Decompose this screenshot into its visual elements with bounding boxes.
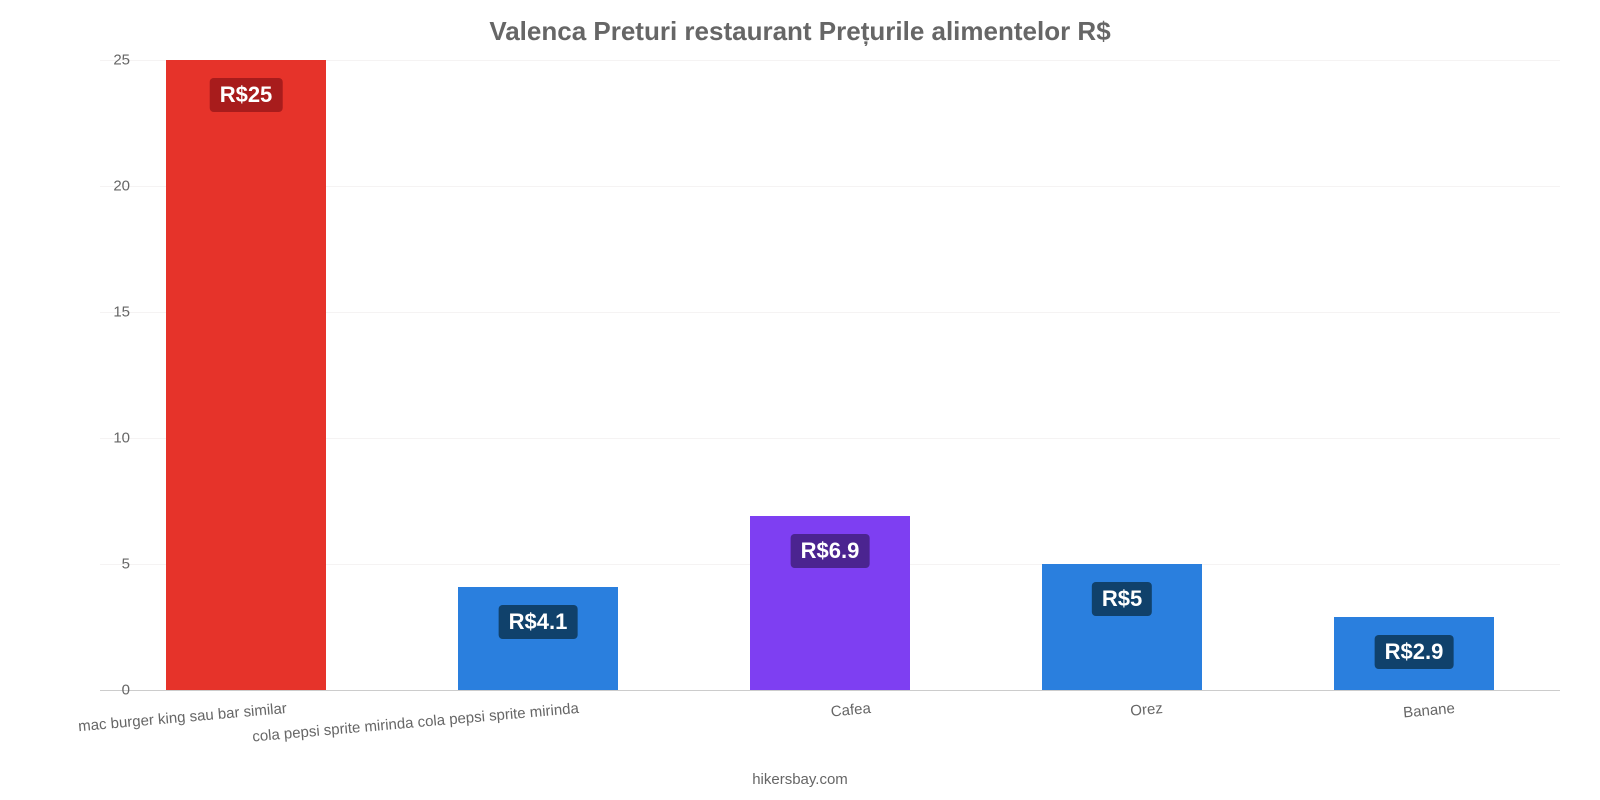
y-tick-label: 10 [50,430,130,447]
price-bar-chart: Valenca Preturi restaurant Prețurile ali… [0,0,1600,800]
value-badge: R$5 [1092,582,1152,616]
y-tick-label: 20 [50,178,130,195]
credit-text: hikersbay.com [0,771,1600,788]
bar [166,60,327,690]
value-badge: R$25 [210,78,283,112]
y-tick-label: 0 [50,682,130,699]
y-tick-label: 15 [50,304,130,321]
value-badge: R$6.9 [791,534,870,568]
y-tick-label: 25 [50,52,130,69]
chart-title: Valenca Preturi restaurant Prețurile ali… [0,16,1600,47]
plot-area: R$25 R$4.1 R$6.9 R$5 R$2.9 [100,60,1560,690]
baseline [100,690,1560,691]
value-badge: R$2.9 [1375,635,1454,669]
y-tick-label: 5 [50,556,130,573]
value-badge: R$4.1 [499,605,578,639]
